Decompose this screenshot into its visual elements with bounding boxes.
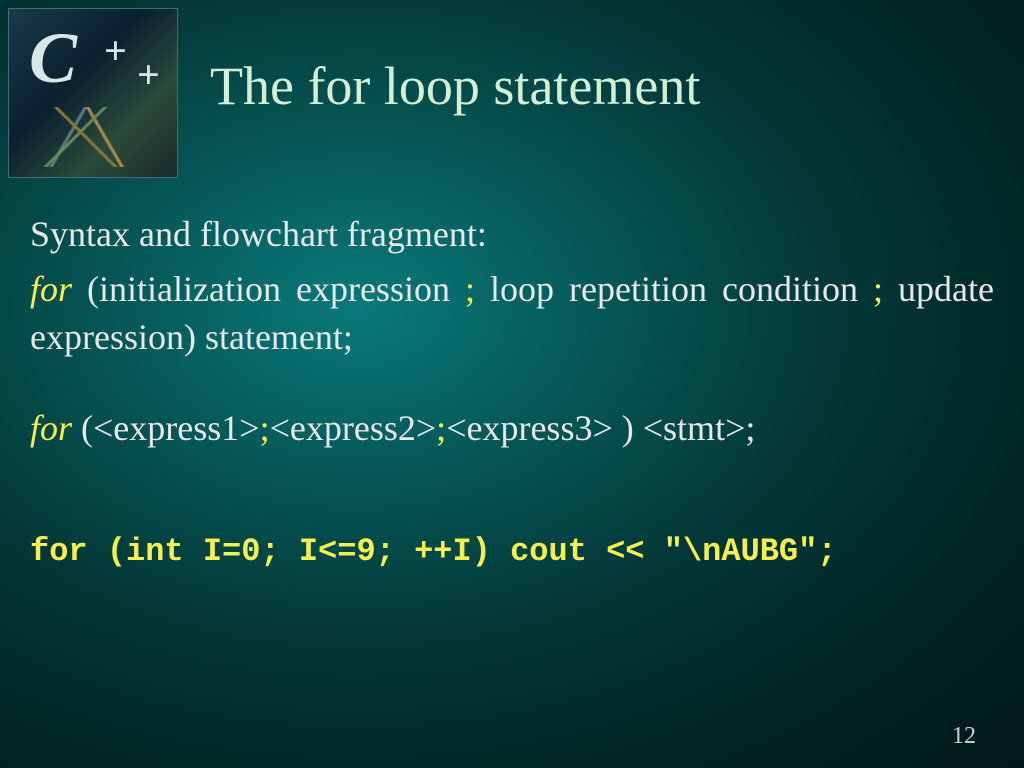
template-line: for (<express1>;<express2>;<express3> ) … xyxy=(30,404,994,453)
template-mid: <express2> xyxy=(270,408,437,448)
template-semi2: ; xyxy=(436,408,446,448)
syntax-part2: loop repetition condition xyxy=(475,269,873,309)
page-number: 12 xyxy=(952,723,976,750)
logo-decoration xyxy=(19,107,167,167)
cpp-logo: C + + xyxy=(8,8,178,178)
template-open: (<express1> xyxy=(72,408,260,448)
code-example: for (int I=0; I<=9; ++I) cout << "\nAUBG… xyxy=(30,530,994,573)
template-close: <express3> ) <stmt>; xyxy=(446,408,755,448)
slide-title: The for loop statement xyxy=(210,55,700,117)
intro-line: Syntax and flowchart fragment: xyxy=(30,210,994,259)
syntax-semi1: ; xyxy=(465,269,475,309)
syntax-definition: for (initialization expression ; loop re… xyxy=(30,265,994,362)
logo-plus-2: + xyxy=(137,51,160,98)
syntax-part1: (initialization expression xyxy=(72,269,465,309)
logo-letter: C xyxy=(29,17,74,100)
template-semi1: ; xyxy=(260,408,270,448)
spacer-2 xyxy=(30,458,994,530)
syntax-semi2: ; xyxy=(873,269,883,309)
logo-plus-1: + xyxy=(104,27,127,74)
template-for: for xyxy=(30,408,72,448)
spacer-1 xyxy=(30,368,994,404)
for-keyword: for xyxy=(30,269,72,309)
slide-content: Syntax and flowchart fragment: for (init… xyxy=(30,210,994,580)
